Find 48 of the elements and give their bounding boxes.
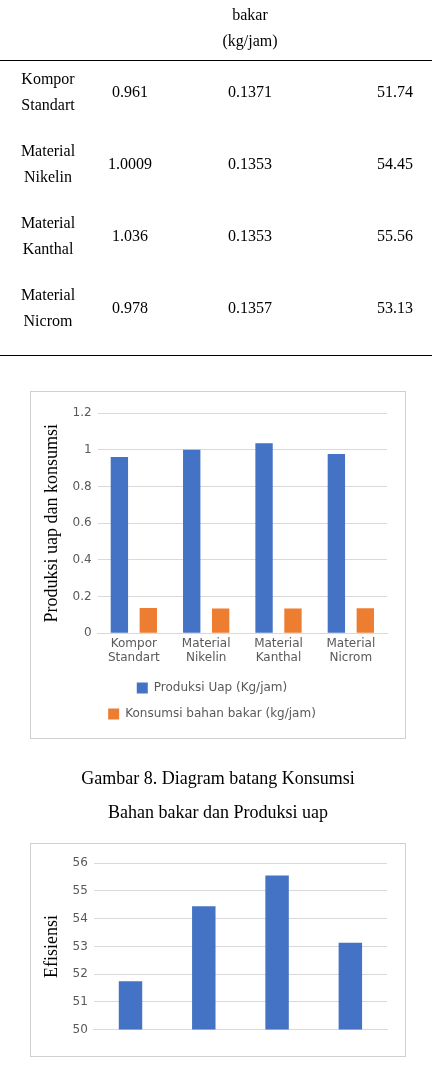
- text: Gambar 8. Diagram batang Konsumsi Bahan bakar dan Produksi uap: [80, 767, 356, 824]
- legend-label: Produksi Uap (Kg/jam): [153, 680, 288, 695]
- y-tick-label: 56: [72, 855, 88, 870]
- text: Material Nikelin: [19, 141, 77, 187]
- y-tick-label: 53: [72, 938, 88, 953]
- bar: [255, 443, 273, 633]
- text: 1.0009: [107, 154, 153, 174]
- text: Material Nicrom: [19, 285, 77, 331]
- text: 0.1353: [227, 226, 273, 246]
- y-tick-label: 1: [84, 441, 92, 456]
- text: bakar (kg/jam): [221, 5, 279, 52]
- x-tick-label: Kompor Standart: [107, 635, 161, 664]
- text: 0.978: [111, 298, 149, 318]
- text: 55.56: [376, 226, 414, 246]
- bar: [183, 449, 201, 633]
- bar: [139, 608, 157, 633]
- y-tick-label: 54: [72, 910, 88, 925]
- legend-label: Konsumsi bahan bakar (kg/jam): [125, 706, 316, 721]
- bar: [110, 457, 129, 633]
- x-tick-label: Material Kanthal: [254, 635, 303, 664]
- y-tick-label: 52: [72, 966, 88, 981]
- text: 0.1371: [227, 82, 273, 102]
- text: Material Kanthal: [19, 213, 77, 259]
- bar: [356, 608, 374, 633]
- y-tick-label: 0: [84, 625, 92, 640]
- text: 1.036: [111, 226, 149, 246]
- y-tick-label: 55: [72, 883, 88, 898]
- text: 53.13: [376, 298, 414, 318]
- bar: [284, 608, 302, 633]
- y-tick-label: 50: [72, 1021, 88, 1036]
- y-tick-label: 0.8: [72, 478, 92, 493]
- text: 0.1357: [227, 298, 273, 318]
- text: 0.1353: [227, 154, 273, 174]
- text: 0.961: [111, 82, 149, 102]
- text: 54.45: [376, 154, 414, 174]
- x-tick-label: Material Nicrom: [326, 635, 376, 664]
- bar: [211, 608, 230, 633]
- text: Kompor Standart: [20, 69, 76, 115]
- y-axis-title: Produksi uap dan konsumsi: [40, 423, 61, 623]
- y-tick-label: 1.2: [72, 405, 92, 420]
- y-tick-label: 0.4: [72, 551, 92, 566]
- text: 51.74: [376, 82, 414, 102]
- x-tick-label: Material Nikelin: [181, 635, 231, 664]
- y-tick-label: 0.2: [72, 588, 92, 603]
- y-axis-title: Efisiensi: [40, 914, 61, 978]
- y-tick-label: 0.6: [72, 515, 92, 530]
- bar: [327, 453, 346, 633]
- y-tick-label: 51: [72, 993, 88, 1008]
